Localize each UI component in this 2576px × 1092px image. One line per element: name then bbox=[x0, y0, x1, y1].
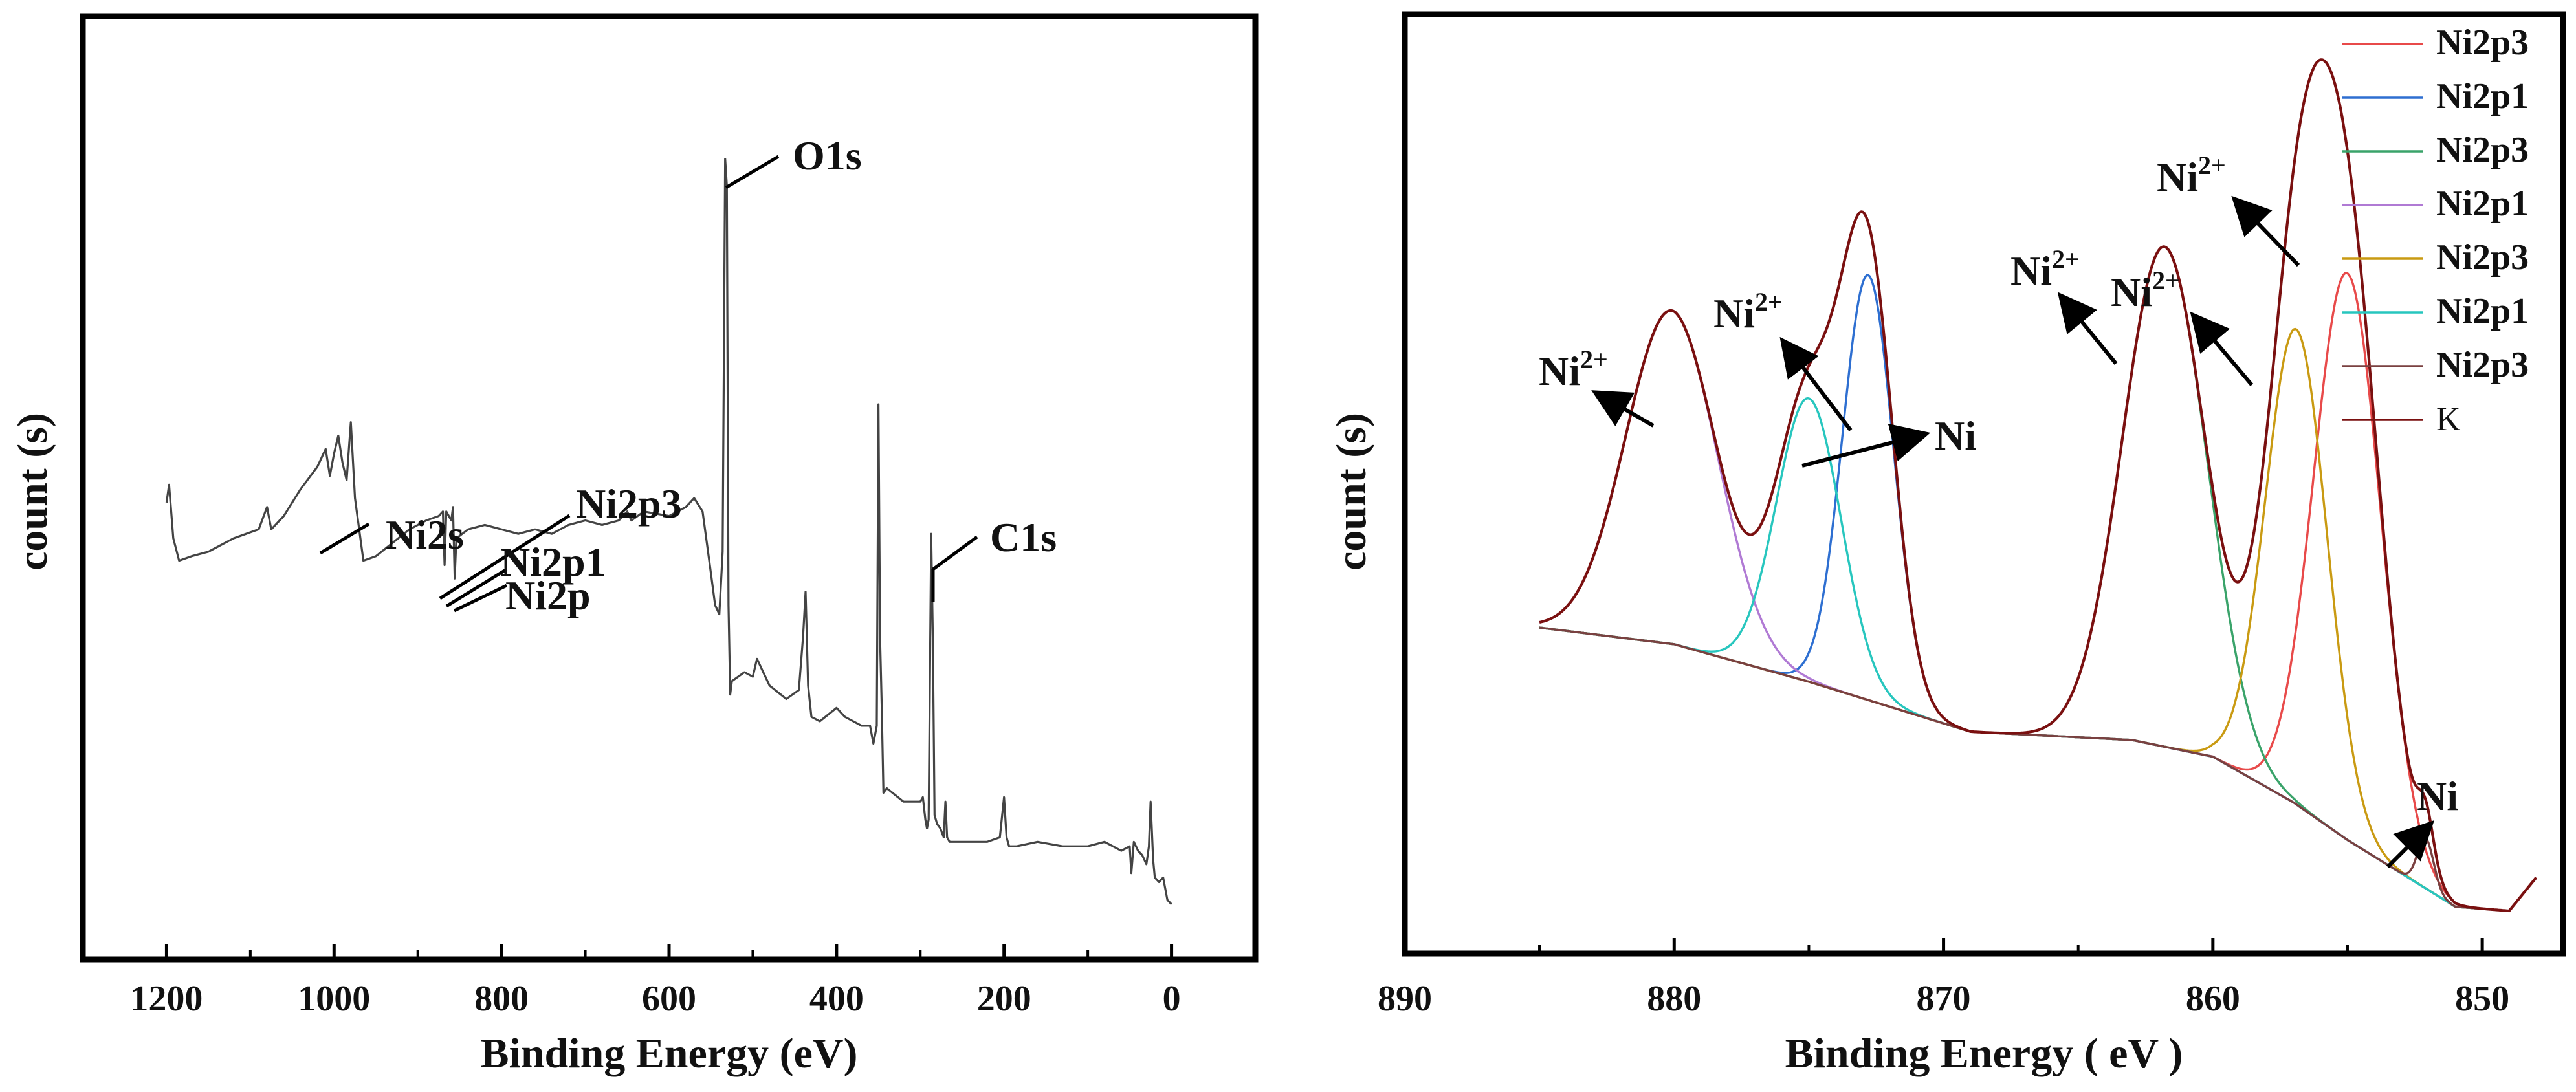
ni2p-legend: Ni2p3 Ni2p1 Ni2p3 Ni2p1 Ni2p3 Ni2p1 Ni2p3 K bbox=[2342, 23, 2529, 438]
ni2p3-label: Ni2p3 bbox=[576, 481, 682, 527]
ni2plus-label-8726: Ni2+ bbox=[1713, 287, 1783, 336]
ni2p-tick-label: 860 bbox=[2186, 979, 2240, 1019]
ni2plus-arrow-8726 bbox=[1779, 336, 1853, 431]
ni2p3-leader bbox=[439, 514, 571, 600]
ni2plus-arrow-857 bbox=[2190, 311, 2254, 386]
ni2p-fit-curves bbox=[1539, 58, 2538, 913]
survey-panel: Binding Energy (eV) count (s) O1s Ni2s N… bbox=[9, 13, 1259, 1077]
ni-arrow-8745 bbox=[1801, 423, 1931, 468]
ni2plus-label-855: Ni2+ bbox=[2157, 151, 2226, 200]
ni2p-tick-label: 880 bbox=[1647, 979, 1701, 1019]
survey-x-axis-title: Binding Energy (eV) bbox=[480, 1030, 857, 1077]
ni2p-y-axis-title: count (s) bbox=[1328, 413, 1375, 571]
component-curve-4 bbox=[1539, 309, 2509, 912]
ni2p-tick-label: 890 bbox=[1378, 979, 1432, 1019]
component-curve-2 bbox=[1539, 274, 2509, 912]
component-curve-5 bbox=[1539, 327, 2509, 912]
ni2p-label: Ni2p bbox=[505, 573, 591, 618]
survey-x-ticks bbox=[164, 944, 1174, 959]
survey-tick-label: 600 bbox=[642, 979, 696, 1019]
legend-label: Ni2p3 bbox=[2436, 130, 2529, 170]
ni2p-panel: Binding Energy ( eV ) count (s) Ni2p3Ni2… bbox=[1328, 11, 2566, 1077]
o1s-label: O1s bbox=[793, 133, 862, 179]
survey-y-axis-title: count (s) bbox=[9, 413, 56, 571]
component-curve-7 bbox=[1539, 626, 2509, 912]
ni2p-plot-frame bbox=[1402, 11, 2566, 957]
ni2p-x-axis-title: Binding Energy ( eV ) bbox=[1785, 1030, 2183, 1077]
ni2p1-leader bbox=[445, 567, 508, 608]
survey-tick-label: 800 bbox=[474, 979, 529, 1019]
ni2plus-arrow-8618 bbox=[2057, 292, 2118, 365]
c1s-leader bbox=[932, 535, 978, 571]
ni-label-8522: Ni bbox=[2417, 773, 2458, 819]
survey-tick-label: 1200 bbox=[130, 979, 203, 1019]
legend-label: K bbox=[2436, 401, 2461, 438]
ni2p-tick-label: 850 bbox=[2455, 979, 2509, 1019]
legend-label: Ni2p3 bbox=[2436, 345, 2529, 385]
ni-label-8745: Ni bbox=[1935, 413, 1976, 459]
legend-label: Ni2p1 bbox=[2436, 291, 2529, 331]
ni2plus-label-857: Ni2+ bbox=[2111, 266, 2180, 315]
ni2plus-label-880: Ni2+ bbox=[1539, 345, 1608, 394]
survey-tick-label: 0 bbox=[1163, 979, 1181, 1019]
ni2p-leader bbox=[453, 584, 508, 613]
survey-tick-label: 200 bbox=[977, 979, 1031, 1019]
component-curve-6 bbox=[1539, 397, 2509, 912]
ni2p1-label: Ni2p1 bbox=[500, 539, 606, 585]
ni2p-tick-labels: 890 880 870 860 850 bbox=[1378, 979, 2509, 1019]
ni2plus-arrow-855 bbox=[2231, 195, 2300, 267]
legend-label: Ni2p1 bbox=[2436, 184, 2529, 224]
survey-spectrum-line bbox=[165, 158, 1172, 905]
legend-label: Ni2p1 bbox=[2436, 76, 2529, 116]
ni2p-x-ticks bbox=[1403, 938, 2484, 954]
c1s-label: C1s bbox=[990, 514, 1057, 560]
envelope-curve bbox=[1539, 58, 2538, 913]
survey-tick-label: 1000 bbox=[298, 979, 370, 1019]
ni2s-leader bbox=[319, 522, 370, 555]
ni2plus-label-8618: Ni2+ bbox=[2010, 245, 2080, 294]
ni2p-tick-label: 870 bbox=[1917, 979, 1971, 1019]
o1s-leader bbox=[725, 155, 780, 190]
component-curve-1 bbox=[1539, 272, 2509, 912]
ni2plus-arrow-880 bbox=[1591, 390, 1655, 428]
survey-tick-labels: 1200 1000 800 600 400 200 0 bbox=[130, 979, 1180, 1019]
legend-label: Ni2p3 bbox=[2436, 23, 2529, 63]
survey-tick-label: 400 bbox=[809, 979, 864, 1019]
ni2s-label: Ni2s bbox=[386, 512, 464, 558]
ni-arrow-8522 bbox=[2386, 820, 2434, 869]
legend-label: Ni2p3 bbox=[2436, 237, 2529, 278]
